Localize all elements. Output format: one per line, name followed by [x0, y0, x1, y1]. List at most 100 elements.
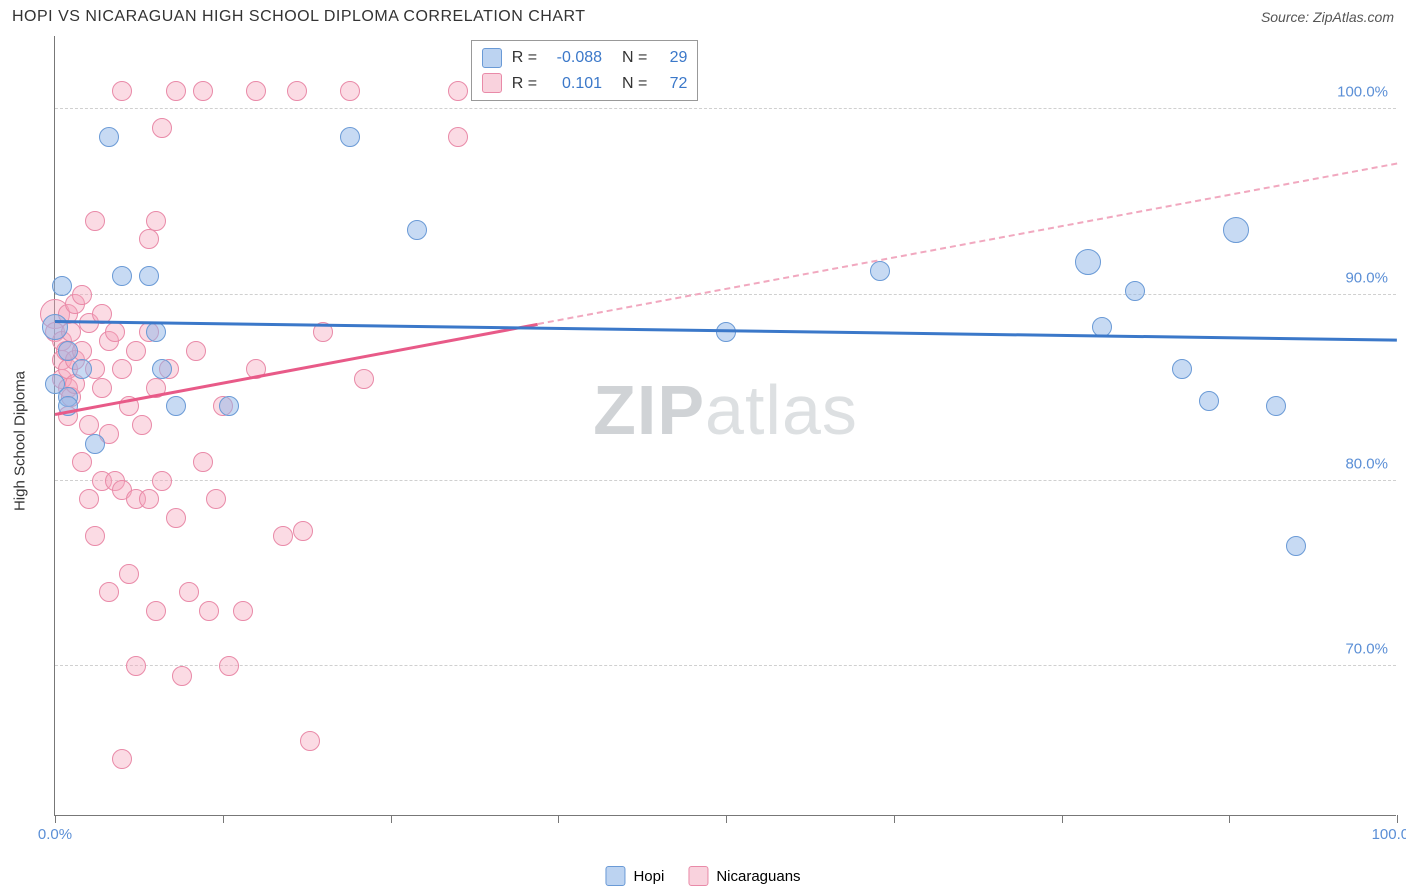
y-tick-label: 100.0% [1337, 84, 1388, 101]
trend-line [538, 163, 1397, 325]
scatter-point [85, 211, 105, 231]
scatter-point [72, 285, 92, 305]
x-tick [1062, 815, 1063, 823]
scatter-point [206, 489, 226, 509]
scatter-point [1266, 396, 1286, 416]
gridline-h [55, 108, 1396, 109]
scatter-point [193, 452, 213, 472]
gridline-h [55, 480, 1396, 481]
scatter-point [1075, 249, 1101, 275]
x-tick-label: 100.0% [1372, 826, 1406, 843]
scatter-point [139, 266, 159, 286]
scatter-point [340, 127, 360, 147]
scatter-point [139, 229, 159, 249]
scatter-point [42, 314, 68, 340]
scatter-point [112, 359, 132, 379]
scatter-point [219, 396, 239, 416]
scatter-point [112, 749, 132, 769]
scatter-point [287, 81, 307, 101]
watermark: ZIPatlas [593, 370, 858, 450]
stats-box: R = -0.088 N = 29 R = 0.101 N = 72 [471, 40, 699, 101]
scatter-point [146, 601, 166, 621]
legend-item: Hopi [605, 866, 664, 886]
scatter-point [354, 369, 374, 389]
source-label: Source: ZipAtlas.com [1261, 9, 1394, 25]
scatter-point [112, 81, 132, 101]
x-tick [223, 815, 224, 823]
scatter-point [99, 127, 119, 147]
swatch-pink [482, 73, 502, 93]
scatter-point [1223, 217, 1249, 243]
stat-label: R = [512, 45, 537, 71]
scatter-point [152, 359, 172, 379]
scatter-point [172, 666, 192, 686]
scatter-point [132, 415, 152, 435]
stat-label: R = [512, 71, 537, 97]
chart-container: High School Diploma ZIPatlas 70.0%80.0%9… [30, 36, 1396, 846]
scatter-point [246, 81, 266, 101]
y-tick-label: 90.0% [1345, 270, 1388, 287]
scatter-point [166, 396, 186, 416]
stat-n-value: 29 [657, 45, 687, 71]
stat-n-value: 72 [657, 71, 687, 97]
y-tick-label: 80.0% [1345, 455, 1388, 472]
scatter-point [52, 276, 72, 296]
x-tick [894, 815, 895, 823]
scatter-point [407, 220, 427, 240]
scatter-point [1125, 281, 1145, 301]
stat-label: N = [622, 45, 647, 71]
scatter-point [293, 521, 313, 541]
scatter-point [152, 118, 172, 138]
stats-row: R = -0.088 N = 29 [482, 45, 688, 71]
scatter-point [85, 526, 105, 546]
y-axis-label: High School Diploma [12, 371, 29, 511]
watermark-rest: atlas [705, 371, 858, 449]
scatter-point [340, 81, 360, 101]
y-tick-label: 70.0% [1345, 641, 1388, 658]
scatter-point [119, 564, 139, 584]
scatter-point [112, 266, 132, 286]
scatter-point [146, 322, 166, 342]
stat-r-value: -0.088 [547, 45, 602, 71]
scatter-point [72, 359, 92, 379]
x-tick [1397, 815, 1398, 823]
scatter-point [99, 582, 119, 602]
legend-item: Nicaraguans [688, 866, 800, 886]
plot-area: ZIPatlas 70.0%80.0%90.0%100.0%0.0%100.0%… [54, 36, 1396, 816]
scatter-point [146, 211, 166, 231]
scatter-point [1199, 391, 1219, 411]
watermark-bold: ZIP [593, 371, 705, 449]
scatter-point [1286, 536, 1306, 556]
legend-swatch [688, 866, 708, 886]
gridline-h [55, 665, 1396, 666]
x-tick-label: 0.0% [38, 826, 72, 843]
scatter-point [233, 601, 253, 621]
scatter-point [79, 415, 99, 435]
scatter-point [870, 261, 890, 281]
bottom-legend: Hopi Nicaraguans [605, 866, 800, 886]
x-tick [1229, 815, 1230, 823]
scatter-point [92, 378, 112, 398]
scatter-point [139, 489, 159, 509]
scatter-point [58, 341, 78, 361]
scatter-point [1172, 359, 1192, 379]
scatter-point [166, 81, 186, 101]
x-tick [55, 815, 56, 823]
scatter-point [126, 341, 146, 361]
scatter-point [79, 489, 99, 509]
stat-r-value: 0.101 [547, 71, 602, 97]
scatter-point [126, 656, 146, 676]
legend-label: Hopi [633, 868, 664, 885]
x-tick [726, 815, 727, 823]
scatter-point [105, 322, 125, 342]
x-tick [558, 815, 559, 823]
scatter-point [72, 452, 92, 472]
scatter-point [448, 127, 468, 147]
legend-label: Nicaraguans [716, 868, 800, 885]
scatter-point [193, 81, 213, 101]
legend-swatch [605, 866, 625, 886]
swatch-blue [482, 48, 502, 68]
chart-title: HOPI VS NICARAGUAN HIGH SCHOOL DIPLOMA C… [12, 8, 586, 26]
stat-label: N = [622, 71, 647, 97]
scatter-point [186, 341, 206, 361]
